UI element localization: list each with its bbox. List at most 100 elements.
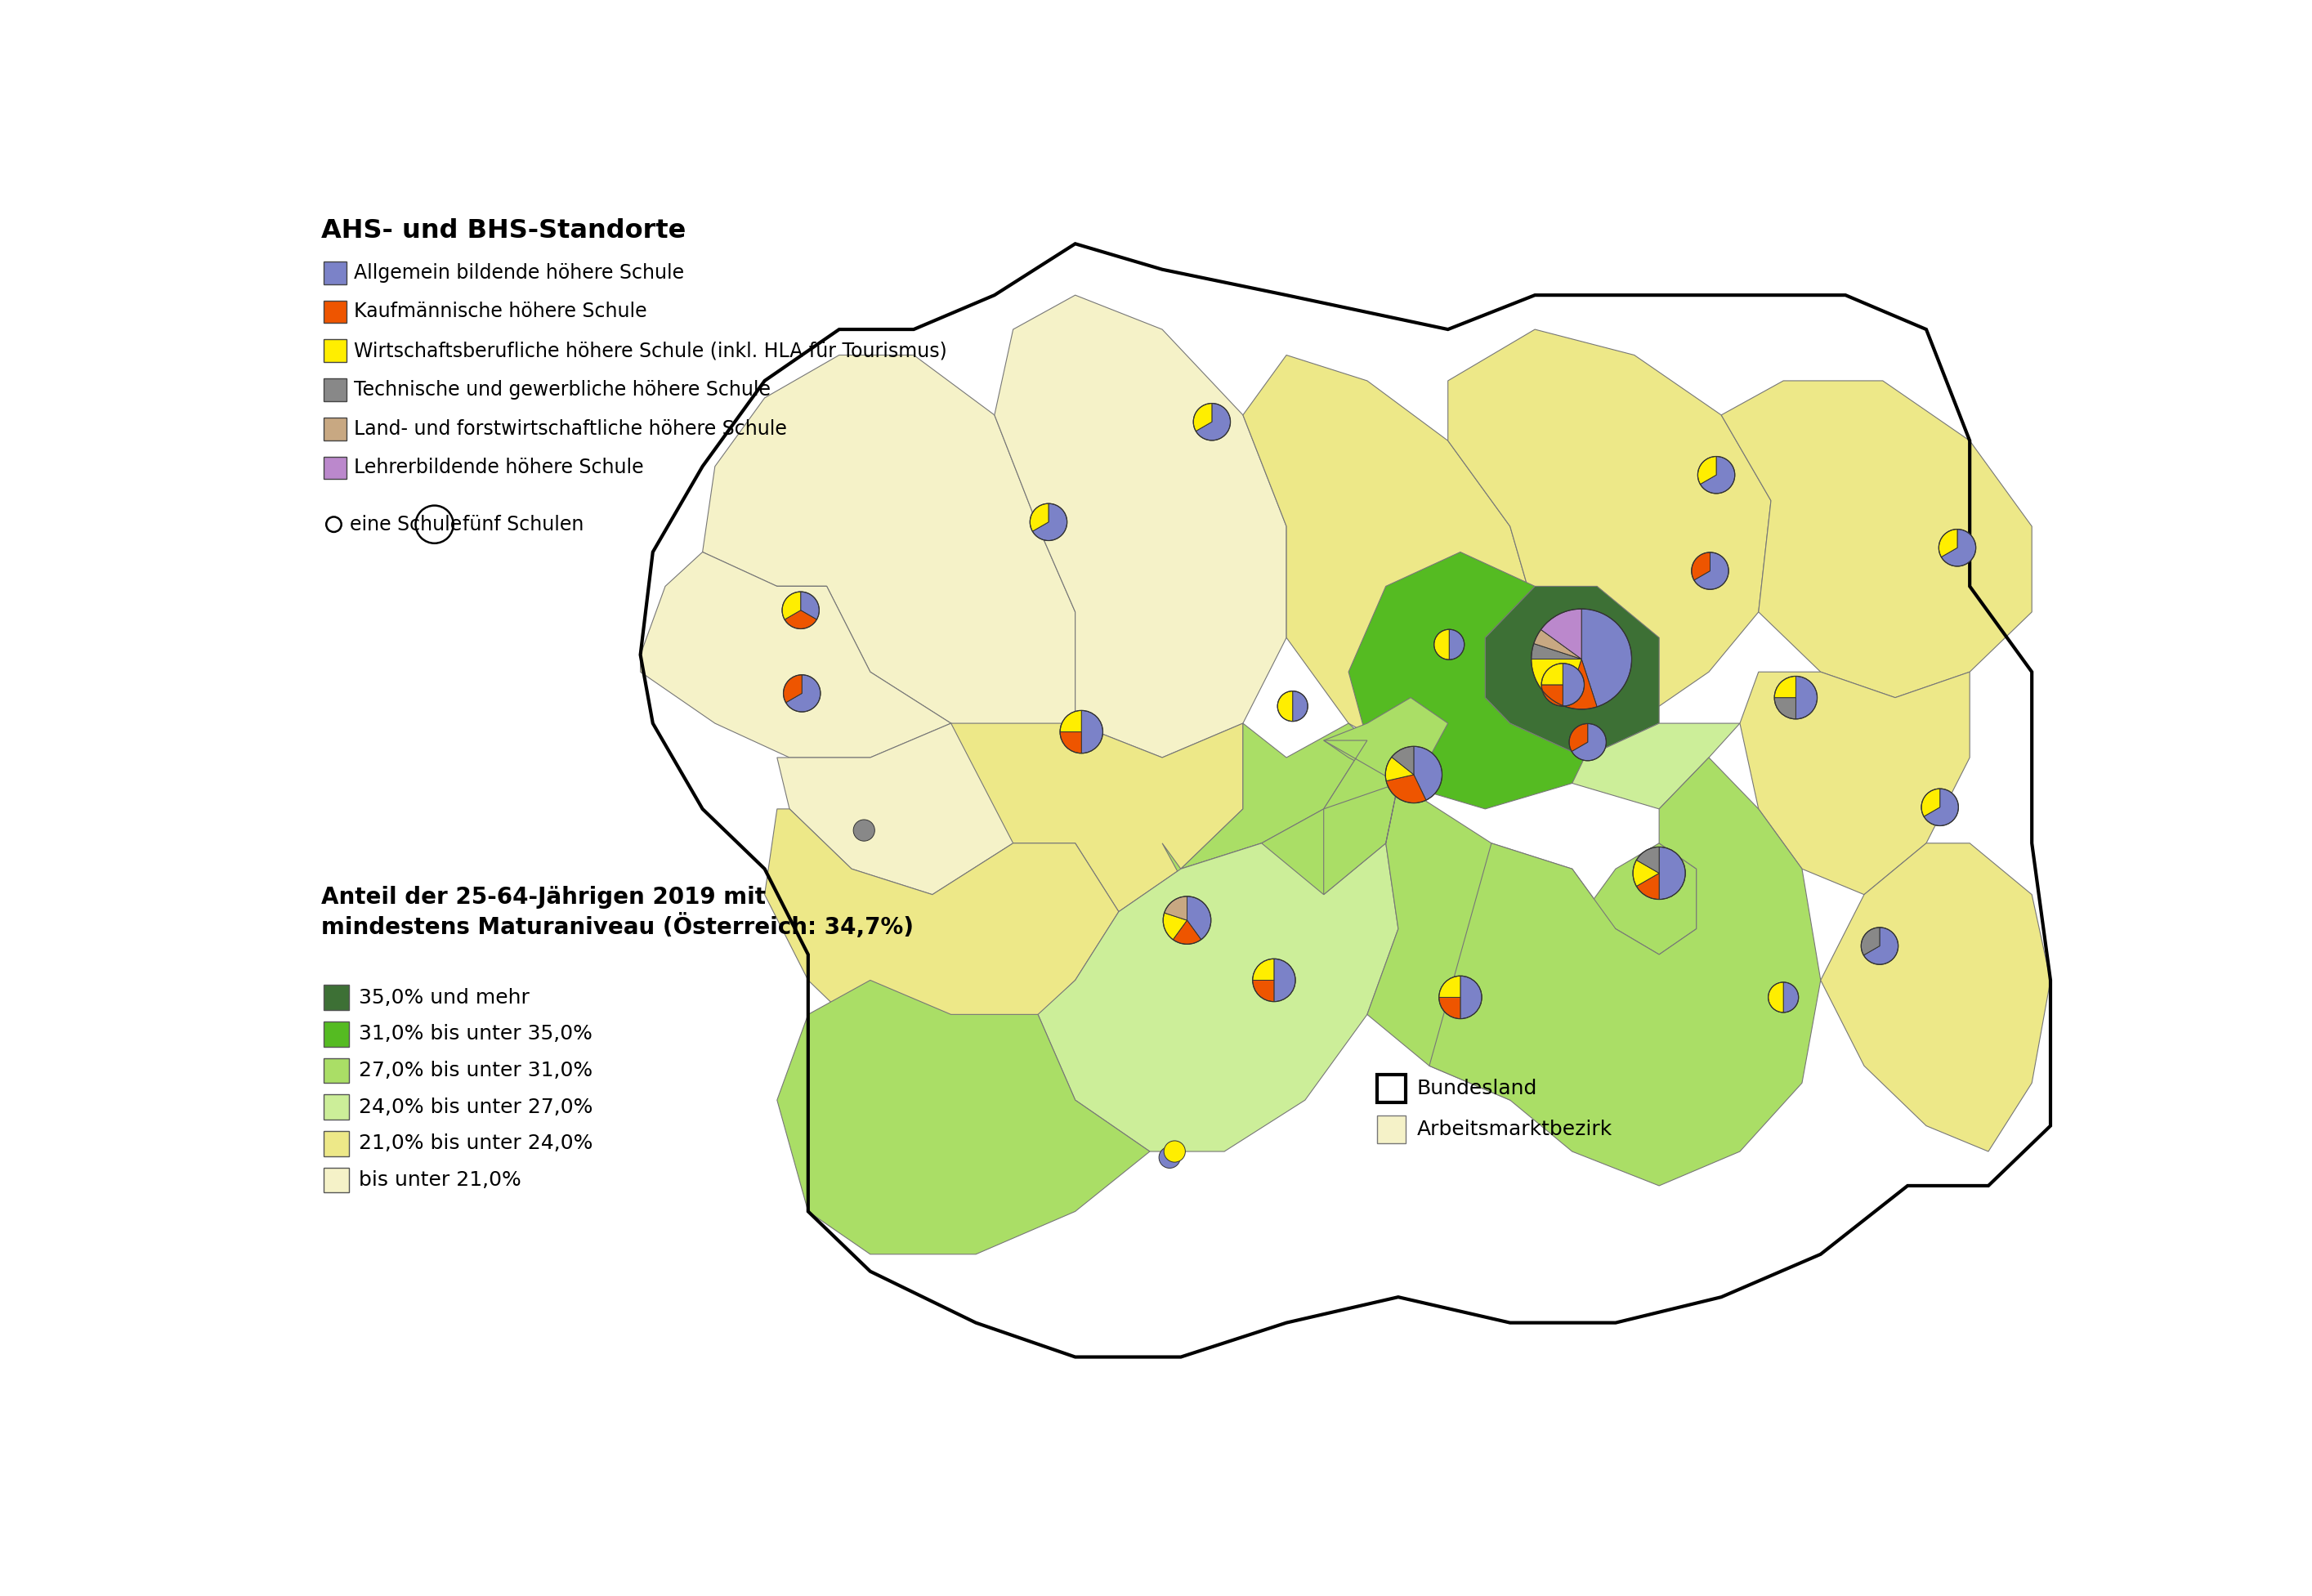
Wedge shape [1413,747,1443,800]
Wedge shape [1769,982,1783,1012]
FancyBboxPatch shape [324,262,347,284]
Wedge shape [1632,860,1660,886]
FancyBboxPatch shape [324,985,349,1010]
Wedge shape [1385,757,1413,780]
Wedge shape [1697,456,1716,484]
Wedge shape [1921,788,1940,817]
Circle shape [1163,1141,1186,1162]
Text: fünf Schulen: fünf Schulen [462,514,583,535]
Text: Land- und forstwirtschaftliche höhere Schule: Land- und forstwirtschaftliche höhere Sc… [354,418,786,439]
Polygon shape [1348,552,1660,809]
Polygon shape [1741,672,1970,895]
Wedge shape [1387,774,1427,803]
Text: Wirtschaftsberufliche höhere Schule (inkl. HLA für Tourismus): Wirtschaftsberufliche höhere Schule (ink… [354,342,948,361]
Wedge shape [1461,975,1482,1018]
Text: 21,0% bis unter 24,0%: 21,0% bis unter 24,0% [358,1133,592,1154]
Wedge shape [1163,913,1186,940]
Wedge shape [784,675,802,702]
Wedge shape [1637,847,1660,873]
FancyBboxPatch shape [324,300,347,322]
FancyBboxPatch shape [1378,1116,1406,1144]
Wedge shape [1940,530,1958,557]
Wedge shape [1942,530,1977,567]
Wedge shape [1699,456,1734,493]
Wedge shape [1637,873,1660,900]
Text: Lehrerbildende höhere Schule: Lehrerbildende höhere Schule [354,458,643,477]
Polygon shape [1720,381,2032,697]
Polygon shape [994,295,1285,758]
Wedge shape [1565,659,1598,709]
Wedge shape [1572,723,1607,761]
Text: 31,0% bis unter 35,0%: 31,0% bis unter 35,0% [358,1025,592,1044]
Wedge shape [1059,733,1082,753]
FancyBboxPatch shape [324,340,347,362]
Wedge shape [1783,982,1799,1012]
FancyBboxPatch shape [324,1132,349,1156]
FancyBboxPatch shape [324,1058,349,1084]
Polygon shape [703,552,828,611]
Polygon shape [1510,672,1635,723]
Polygon shape [1429,758,1820,1186]
Wedge shape [1033,503,1068,541]
Text: bis unter 21,0%: bis unter 21,0% [358,1170,523,1191]
Polygon shape [1163,741,1399,929]
Polygon shape [777,980,1149,1254]
Polygon shape [777,723,1075,895]
Wedge shape [1660,847,1685,900]
Wedge shape [1450,629,1463,659]
Wedge shape [1433,629,1450,659]
Wedge shape [800,592,818,619]
Wedge shape [1542,664,1563,685]
Text: eine Schule: eine Schule [349,514,462,535]
Polygon shape [950,723,1244,911]
Polygon shape [1325,697,1447,784]
Text: Bundesland: Bundesland [1417,1079,1537,1098]
Wedge shape [1059,710,1082,733]
Text: Arbeitsmarktbezirk: Arbeitsmarktbezirk [1417,1120,1611,1140]
Wedge shape [1531,643,1581,659]
Wedge shape [1172,921,1202,945]
Wedge shape [1279,691,1292,721]
Wedge shape [1438,998,1461,1018]
Wedge shape [1082,710,1103,753]
Wedge shape [1861,927,1880,956]
Wedge shape [1540,610,1581,659]
FancyBboxPatch shape [324,1021,349,1047]
Wedge shape [1692,552,1711,579]
Wedge shape [1773,677,1796,697]
FancyBboxPatch shape [324,1168,349,1192]
FancyBboxPatch shape [324,1095,349,1120]
Wedge shape [1195,404,1230,440]
Wedge shape [1253,980,1274,1002]
Text: Anteil der 25-64-Jährigen 2019 mit
mindestens Maturaniveau (Österreich: 34,7%): Anteil der 25-64-Jährigen 2019 mit minde… [321,886,913,938]
Wedge shape [1533,629,1581,659]
Polygon shape [1484,586,1660,758]
Polygon shape [1325,784,1635,1100]
Polygon shape [1820,843,2051,1151]
Circle shape [1158,1148,1181,1168]
FancyBboxPatch shape [324,378,347,401]
Wedge shape [1029,503,1050,531]
Text: Technische und gewerbliche höhere Schule: Technische und gewerbliche höhere Schule [354,380,770,399]
Polygon shape [1038,843,1399,1151]
Wedge shape [1274,959,1295,1002]
Wedge shape [1796,677,1817,720]
Wedge shape [1193,404,1211,431]
Polygon shape [703,354,1075,758]
Text: 35,0% und mehr: 35,0% und mehr [358,988,529,1007]
Wedge shape [1542,685,1563,705]
Text: Kaufmännische höhere Schule: Kaufmännische höhere Schule [354,302,647,321]
Wedge shape [1563,664,1584,705]
Polygon shape [1584,843,1697,954]
Wedge shape [1438,975,1461,998]
Polygon shape [1181,723,1366,868]
FancyBboxPatch shape [324,418,347,440]
Wedge shape [1392,747,1413,774]
Wedge shape [1186,897,1211,940]
Polygon shape [1244,354,1535,758]
Wedge shape [1581,610,1632,707]
Text: 24,0% bis unter 27,0%: 24,0% bis unter 27,0% [358,1098,592,1117]
Wedge shape [1695,552,1729,589]
Wedge shape [786,675,821,712]
Wedge shape [781,592,800,619]
